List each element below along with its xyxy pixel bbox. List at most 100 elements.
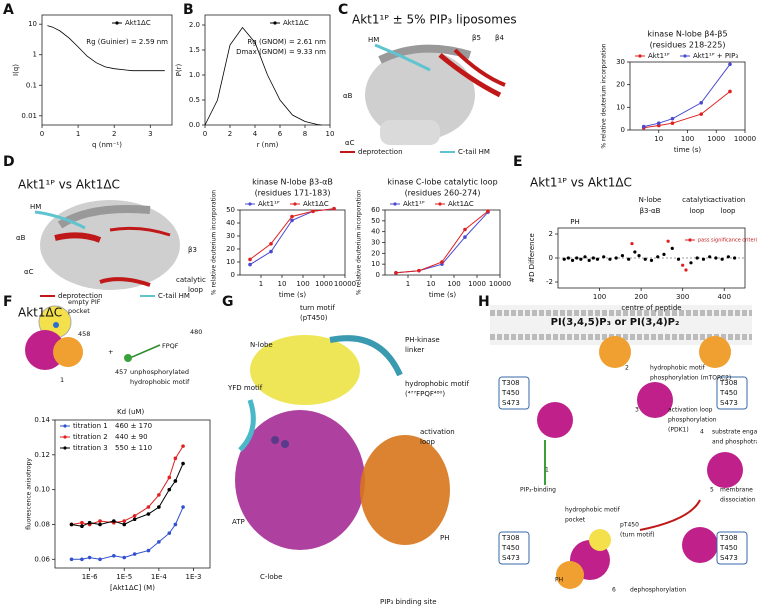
x-axis-label: [Akt1ΔC] (M) (110, 584, 155, 592)
annotation: Rg (GNOM) = 2.61 nm (247, 38, 326, 46)
site-label: S473 (502, 554, 520, 562)
diagram-label: (PDK1) (668, 427, 689, 434)
annotation: loop (690, 207, 706, 215)
x-tick-label: 10000 (334, 280, 356, 288)
plot-frame (54, 419, 211, 569)
panel-title: Akt1¹ᴾ ± 5% PIP₃ liposomes (352, 13, 517, 27)
chart-title: kinase N-lobe β4-β5 (647, 30, 727, 39)
plot-frame (41, 14, 173, 126)
site-box (498, 376, 530, 410)
site-label: T450 (719, 544, 738, 552)
diagram-label: hydrophobic motif (565, 507, 621, 514)
x-axis-label: q (nm⁻¹) (92, 141, 122, 149)
data-point (248, 257, 252, 262)
data-point (98, 519, 102, 523)
data-point (80, 520, 84, 525)
diagram-label: membrane (720, 487, 753, 494)
legend-marker (63, 446, 67, 450)
panel-letter: F (3, 294, 13, 310)
data-point (146, 505, 151, 509)
y-axis-label: % relative deuterium incorporation (211, 190, 218, 295)
diagram-label: αB (343, 92, 353, 100)
data-line (71, 506, 184, 560)
legend-kd: 460 ± 170 (115, 422, 152, 430)
data-point (643, 257, 647, 261)
y-tick-label: 30 (226, 232, 235, 240)
site-label: S473 (720, 554, 738, 562)
x-axis-label: time (s) (279, 291, 306, 299)
diagram-label: αC (345, 139, 355, 147)
structure-g (235, 335, 450, 550)
x-tick-label: 100 (593, 293, 606, 301)
data-point (726, 255, 730, 259)
y-axis-label: fluorescence anisotropy (26, 458, 33, 530)
y-tick-label: 10 (28, 20, 37, 28)
x-tick-label: 3 (148, 130, 152, 138)
diagram-label: 2 (625, 365, 629, 372)
y-tick-label: 40 (226, 219, 235, 227)
data-point (689, 261, 693, 265)
data-point (157, 540, 161, 544)
data-point (708, 255, 712, 259)
panel-letter: D (3, 154, 15, 170)
x-tick-label: 300 (676, 293, 689, 301)
data-point (656, 255, 660, 259)
legend-label: Akt1¹ᴾ (403, 200, 425, 208)
panel-letter: C (338, 2, 348, 18)
kinase-cartoon-f (25, 305, 161, 370)
x-tick-label: 10 (654, 135, 663, 143)
data-point (146, 548, 151, 553)
data-point (720, 257, 724, 261)
data-point (566, 256, 570, 260)
x-tick-label: 1E-4 (151, 573, 167, 581)
data-point (122, 522, 127, 527)
data-point (394, 271, 398, 275)
data-point (587, 258, 591, 262)
diagram-label: 458 (78, 330, 90, 338)
data-point (699, 112, 704, 116)
data-line (47, 25, 165, 72)
diagram-label: β4 (495, 34, 504, 42)
diagram-label: C-lobe (260, 573, 282, 581)
legend-marker (683, 54, 687, 58)
legend-label: Akt1ΔC (283, 19, 309, 27)
diagram-label: loop (420, 438, 436, 446)
y-tick-label: 50 (226, 206, 235, 214)
y-tick-label: 0 (376, 271, 380, 279)
data-point (290, 218, 294, 223)
site-label: T450 (501, 544, 520, 552)
data-point (670, 246, 674, 250)
data-point (701, 257, 706, 261)
annotation: catalytic (682, 196, 712, 204)
diagram-label: deprotection (58, 292, 103, 300)
data-point (181, 505, 185, 509)
site-label: T450 (501, 389, 520, 397)
diagram-label: dephosphorylation (630, 587, 686, 594)
y-tick-label: 0.01 (21, 112, 37, 120)
diagram-label: unphosphorylated (130, 368, 189, 376)
diagram-label: 4 (700, 429, 704, 436)
diagram-label: activation (420, 428, 455, 436)
y-tick-label: 0 (549, 254, 553, 262)
legend-marker (273, 21, 277, 25)
panel-title: Akt1ΔC (18, 306, 62, 320)
y-tick-label: 30 (616, 58, 625, 66)
chart-title: (residues 260-274) (405, 189, 481, 198)
x-tick-label: 1 (259, 280, 263, 288)
legend-label: Akt1¹ᴾ (258, 200, 280, 208)
diagram-label: 5 (710, 487, 714, 494)
y-tick-label: 0.0 (189, 121, 200, 129)
data-point (662, 252, 666, 256)
legend-title: Kd (uM) (117, 408, 144, 416)
data-point (69, 557, 74, 562)
data-point (132, 513, 137, 518)
diagram-label: deprotection (358, 148, 403, 156)
y-tick-label: 10 (371, 260, 380, 268)
data-point (666, 239, 670, 243)
y-axis-label: #D Difference (528, 233, 536, 283)
diagram-label: pT450 (620, 522, 639, 529)
x-axis-label: centre of peptide (621, 304, 681, 312)
y-tick-label: 0.06 (34, 555, 50, 563)
data-point (173, 522, 178, 527)
data-point (112, 554, 116, 558)
